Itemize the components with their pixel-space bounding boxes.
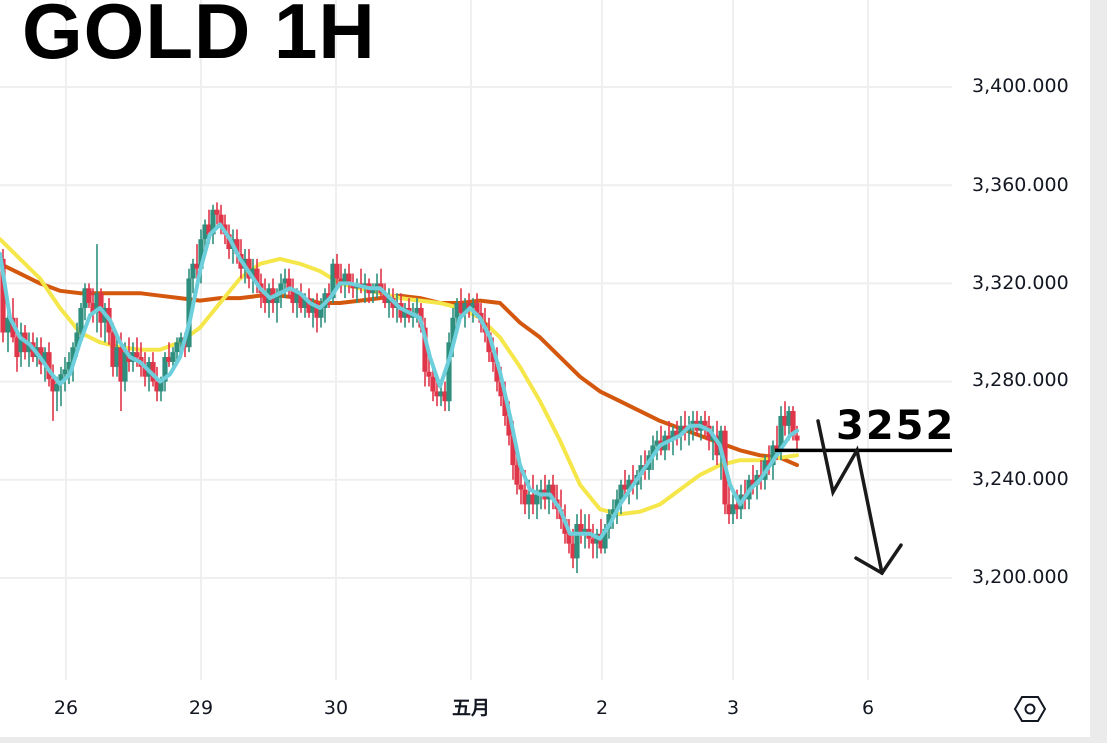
time-label-month: 五月 <box>451 697 491 719</box>
right-scrollbar[interactable] <box>1090 0 1107 743</box>
chart-settings-button[interactable] <box>1012 694 1048 724</box>
grid-lines <box>0 0 952 680</box>
time-label: 3 <box>726 697 740 719</box>
chart-title: GOLD 1H <box>22 0 376 75</box>
ma-slow-line <box>0 261 799 468</box>
price-label: 3,320.000 <box>972 272 1069 294</box>
time-label: 29 <box>188 697 214 719</box>
time-label: 26 <box>53 697 79 719</box>
level-annotation-label: 3252 <box>836 403 956 449</box>
drawing-annotations[interactable] <box>775 419 952 576</box>
time-label: 2 <box>595 697 609 719</box>
time-label: 6 <box>861 697 875 719</box>
price-label: 3,400.000 <box>972 75 1069 97</box>
candlestick-series <box>0 202 800 574</box>
ma-fast-line <box>0 222 799 541</box>
price-label: 3,280.000 <box>972 369 1069 391</box>
price-label: 3,240.000 <box>972 468 1069 490</box>
time-label: 30 <box>323 697 349 719</box>
price-label: 3,360.000 <box>972 174 1069 196</box>
bottom-scrollbar[interactable] <box>0 737 1107 743</box>
hexagon-settings-icon <box>1013 696 1047 722</box>
price-label: 3,200.000 <box>972 566 1069 588</box>
